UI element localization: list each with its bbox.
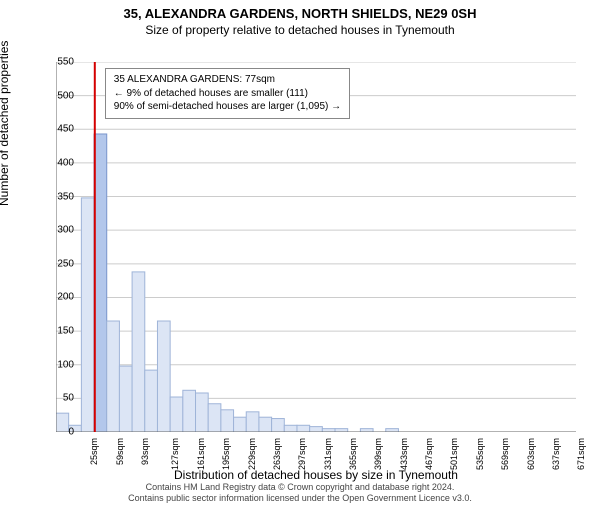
x-tick-label: 229sqm — [247, 438, 257, 470]
chart-area: 35 ALEXANDRA GARDENS: 77sqm ← 9% of deta… — [56, 62, 576, 432]
y-tick-label: 350 — [34, 191, 74, 202]
y-tick-label: 200 — [34, 292, 74, 303]
y-tick-label: 250 — [34, 258, 74, 269]
y-tick-label: 300 — [34, 225, 74, 236]
y-tick-label: 500 — [34, 90, 74, 101]
x-axis-label: Distribution of detached houses by size … — [56, 468, 576, 482]
y-tick-label: 50 — [34, 393, 74, 404]
page-title: 35, ALEXANDRA GARDENS, NORTH SHIELDS, NE… — [0, 6, 600, 21]
x-tick-label: 263sqm — [272, 438, 282, 470]
footer-line-2: Contains public sector information licen… — [0, 493, 600, 504]
x-tick-label: 25sqm — [89, 438, 99, 465]
info-line-3: 90% of semi-detached houses are larger (… — [114, 100, 341, 114]
x-tick-label: 161sqm — [196, 438, 206, 470]
y-tick-label: 550 — [34, 57, 74, 68]
x-tick-label: 501sqm — [449, 438, 459, 470]
x-tick-label: 331sqm — [323, 438, 333, 470]
footer-line-1: Contains HM Land Registry data © Crown c… — [0, 482, 600, 493]
x-tick-label: 467sqm — [424, 438, 434, 470]
x-tick-label: 297sqm — [297, 438, 307, 470]
x-tick-label: 671sqm — [576, 438, 586, 470]
x-tick-label: 535sqm — [475, 438, 485, 470]
footer-attribution: Contains HM Land Registry data © Crown c… — [0, 482, 600, 504]
x-tick-label: 127sqm — [170, 438, 180, 470]
y-axis-label: Number of detached properties — [0, 41, 11, 206]
y-tick-label: 400 — [34, 157, 74, 168]
info-line-1: 35 ALEXANDRA GARDENS: 77sqm — [114, 73, 341, 87]
page-subtitle: Size of property relative to detached ho… — [0, 23, 600, 37]
x-tick-label: 399sqm — [373, 438, 383, 470]
y-tick-label: 150 — [34, 326, 74, 337]
y-tick-label: 450 — [34, 124, 74, 135]
x-tick-label: 365sqm — [348, 438, 358, 470]
y-tick-label: 0 — [34, 427, 74, 438]
x-tick-label: 433sqm — [399, 438, 409, 470]
x-tick-label: 195sqm — [221, 438, 231, 470]
x-tick-label: 637sqm — [551, 438, 561, 470]
x-tick-label: 603sqm — [526, 438, 536, 470]
info-box: 35 ALEXANDRA GARDENS: 77sqm ← 9% of deta… — [105, 68, 350, 119]
x-tick-label: 93sqm — [140, 438, 150, 465]
x-tick-label: 59sqm — [115, 438, 125, 465]
info-line-2: ← 9% of detached houses are smaller (111… — [114, 87, 341, 101]
x-tick-label: 569sqm — [500, 438, 510, 470]
y-tick-label: 100 — [34, 359, 74, 370]
